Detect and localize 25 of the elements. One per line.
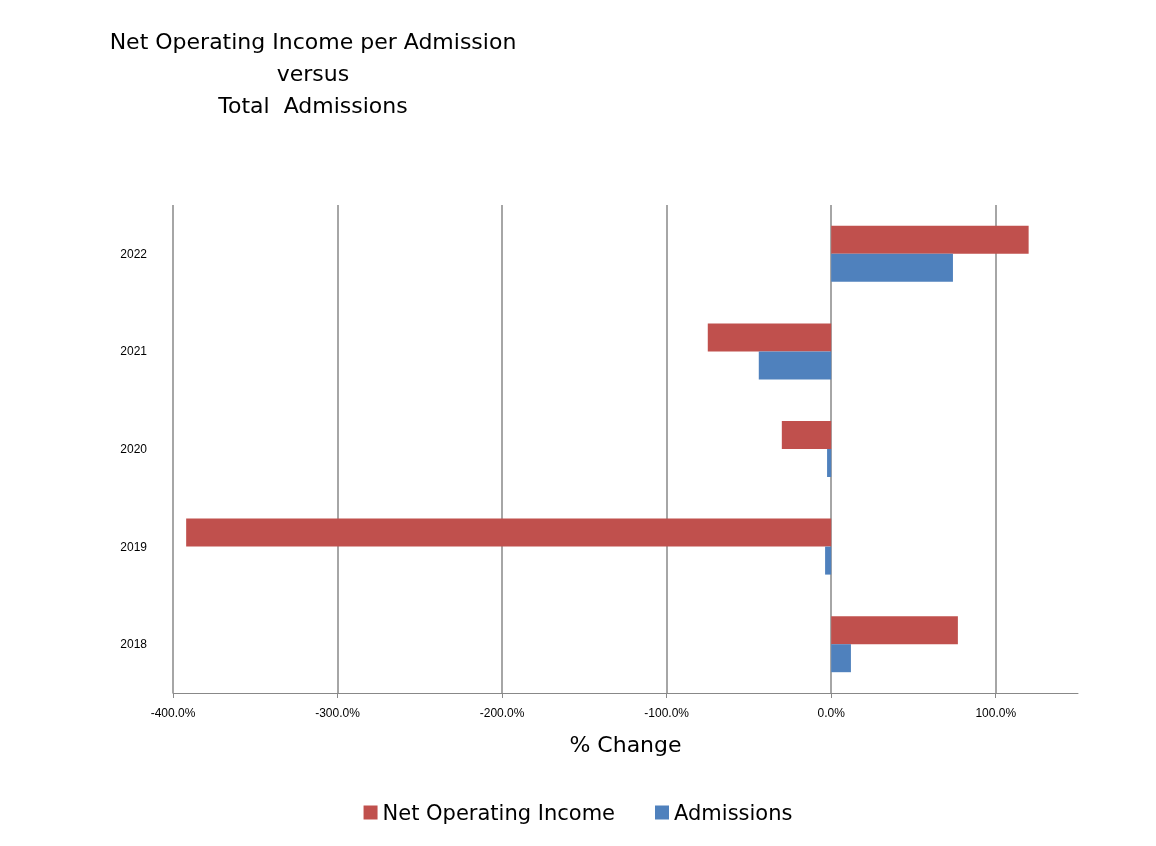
bar [831, 253, 953, 282]
x-tick-label: -100.0% [644, 706, 690, 720]
x-tick-label: -300.0% [315, 706, 361, 720]
y-tick-label: 2019 [120, 539, 148, 554]
y-tick-label: 2021 [120, 344, 148, 359]
bar [831, 225, 1029, 254]
x-axis-title: % Change [569, 731, 682, 757]
y-tick-label: 2020 [120, 442, 148, 456]
x-tick-label: -200.0% [479, 706, 525, 720]
y-tick-label: 2018 [120, 637, 148, 652]
bar [186, 518, 832, 547]
y-tick-label: 2022 [120, 246, 148, 261]
bar [831, 644, 851, 673]
bar [758, 351, 832, 380]
bar [825, 546, 832, 575]
bar [827, 449, 832, 477]
x-tick-label: -400.0% [150, 706, 196, 720]
x-tick-label: 100.0% [975, 706, 1017, 720]
legend-label: Admissions [674, 800, 793, 825]
bar [831, 616, 958, 645]
legend-label: Net Operating Income [382, 800, 616, 825]
bar [707, 323, 832, 352]
chart-title: Net Operating Income per Admission versus Total Admissions [109, 28, 517, 118]
x-tick-label: 0.0% [817, 706, 846, 720]
bar [781, 421, 832, 449]
